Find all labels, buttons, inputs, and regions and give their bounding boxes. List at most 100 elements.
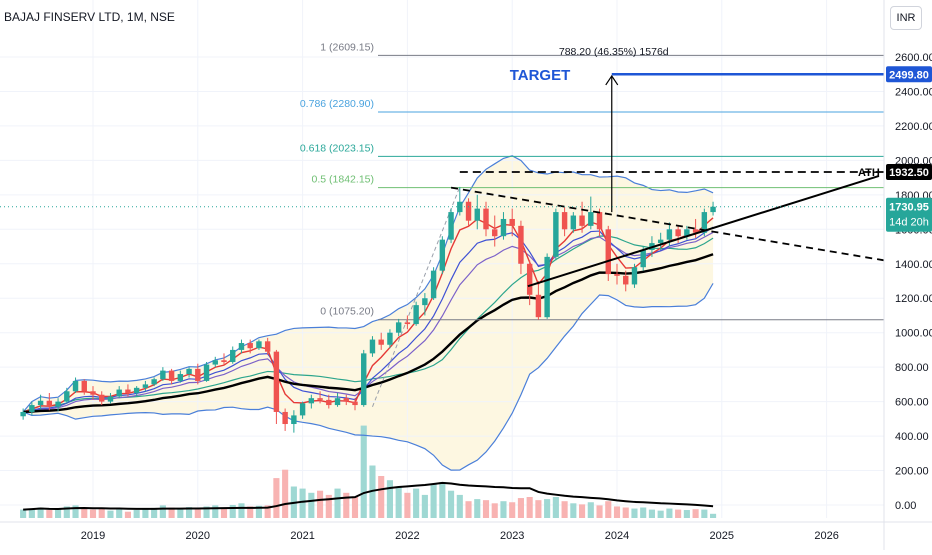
candle-body bbox=[623, 275, 629, 285]
volume-bar bbox=[596, 505, 603, 518]
last-price-tag: 1730.95 bbox=[889, 202, 929, 214]
volume-bar bbox=[500, 501, 507, 518]
volume-bar bbox=[20, 509, 27, 518]
volume-bar bbox=[72, 505, 79, 518]
candle-body bbox=[369, 339, 376, 354]
candle-body bbox=[483, 208, 489, 230]
volume-bar bbox=[570, 503, 577, 518]
candle-body bbox=[404, 322, 411, 325]
volume-bar bbox=[692, 509, 699, 518]
candle-body bbox=[203, 364, 210, 381]
candle-body bbox=[221, 360, 227, 362]
volume-bar bbox=[168, 507, 175, 518]
candle-body bbox=[125, 389, 131, 393]
candle-body bbox=[55, 401, 61, 407]
candle-body bbox=[334, 398, 341, 406]
volume-bar bbox=[203, 506, 210, 518]
price-tick-label: 1400.00 bbox=[895, 259, 932, 271]
volume-bar bbox=[89, 509, 97, 518]
volume-bar bbox=[273, 478, 280, 518]
volume-bar bbox=[631, 508, 638, 518]
time-tick-label: 2023 bbox=[500, 530, 524, 542]
volume-bar bbox=[63, 506, 70, 518]
candle-body bbox=[299, 403, 306, 416]
symbol-title: BAJAJ FINSERV LTD, 1M, NSE bbox=[4, 10, 175, 24]
candle-body bbox=[439, 239, 446, 271]
candle-body bbox=[413, 305, 419, 325]
volume-bar bbox=[351, 497, 359, 518]
candle-body bbox=[701, 212, 708, 233]
candle-body bbox=[46, 400, 53, 407]
volume-bar bbox=[482, 500, 490, 518]
volume-bar bbox=[657, 510, 664, 518]
candle-body bbox=[395, 322, 402, 333]
volume-bar bbox=[535, 500, 542, 518]
candle-body bbox=[195, 368, 201, 381]
measure-label: 788.20 (46.35%) 1576d bbox=[559, 46, 669, 58]
volume-bar bbox=[465, 501, 472, 518]
time-tick-label: 2024 bbox=[605, 530, 629, 542]
candle-body bbox=[238, 343, 245, 350]
candle-body bbox=[605, 229, 611, 275]
candle-body bbox=[457, 201, 463, 213]
volume-bar bbox=[613, 506, 621, 518]
fibonacci-levels: 1 (2609.15) 0.786 (2280.90) 0.618 (2023.15… bbox=[300, 41, 884, 407]
candle-body bbox=[282, 411, 288, 425]
price-tick-label: 2600.00 bbox=[895, 52, 932, 64]
volume-bar bbox=[124, 511, 131, 518]
indicator-lines bbox=[22, 155, 714, 471]
volume-bar bbox=[343, 492, 350, 518]
ath-price-tag: 1932.50 bbox=[889, 167, 929, 179]
volume-bar bbox=[360, 425, 367, 518]
candle-body bbox=[212, 360, 218, 365]
volume-bar bbox=[710, 513, 717, 518]
volume-bar bbox=[334, 488, 341, 518]
candle-body bbox=[666, 229, 673, 240]
volume-bar bbox=[37, 507, 44, 518]
fib-level-label: 0.618 (2023.15) bbox=[300, 142, 374, 154]
volume-bar bbox=[378, 476, 385, 518]
volume-bar bbox=[648, 509, 655, 518]
candlesticks bbox=[20, 186, 716, 433]
price-tick-label: 1000.00 bbox=[895, 328, 932, 340]
candle-body bbox=[352, 401, 358, 406]
candle-body bbox=[509, 218, 515, 226]
candle-body bbox=[474, 208, 480, 221]
time-tick-label: 2020 bbox=[186, 530, 210, 542]
volume-bar bbox=[325, 494, 332, 518]
candle-body bbox=[264, 341, 271, 352]
candle-body bbox=[561, 212, 568, 230]
volume-bar bbox=[439, 482, 446, 518]
candle-body bbox=[500, 218, 507, 237]
candle-body bbox=[177, 374, 184, 381]
price-axis[interactable]: 0.00 200.00 400.00 600.00 800.00 1000.00 1200.… bbox=[883, 0, 932, 550]
candle-body bbox=[186, 368, 192, 375]
bollinger-fill bbox=[23, 155, 714, 471]
volume-bar bbox=[98, 508, 105, 518]
volume-bar bbox=[133, 510, 140, 518]
currency-button[interactable]: INR bbox=[890, 6, 922, 30]
volume-bar bbox=[456, 494, 463, 518]
volume-bar bbox=[683, 510, 690, 518]
time-tick-label: 2021 bbox=[290, 530, 314, 542]
volume-bar bbox=[675, 509, 682, 518]
volume-bar bbox=[212, 505, 219, 518]
volume-bar bbox=[640, 507, 647, 518]
volume-bar bbox=[579, 504, 586, 518]
volume-bar bbox=[81, 507, 88, 518]
time-tick-label: 2022 bbox=[395, 530, 419, 542]
price-tick-label: 200.00 bbox=[895, 466, 929, 478]
volume-bar bbox=[430, 484, 437, 518]
volume-bar bbox=[264, 505, 271, 518]
price-labels: 2499.80 1932.50 1730.95 14d 20h bbox=[886, 66, 932, 232]
measure-arrow-head bbox=[605, 74, 619, 86]
volume-bar bbox=[701, 509, 708, 518]
bollinger-upper-line bbox=[22, 155, 714, 413]
candle-body bbox=[72, 380, 79, 392]
volume-bar bbox=[55, 509, 62, 518]
candle-body bbox=[20, 411, 26, 417]
candle-body bbox=[387, 332, 393, 345]
price-tick-label: 1200.00 bbox=[895, 293, 932, 305]
time-axis[interactable]: 2019 2020 2021 2022 2023 2024 2025 2026 bbox=[0, 521, 932, 542]
